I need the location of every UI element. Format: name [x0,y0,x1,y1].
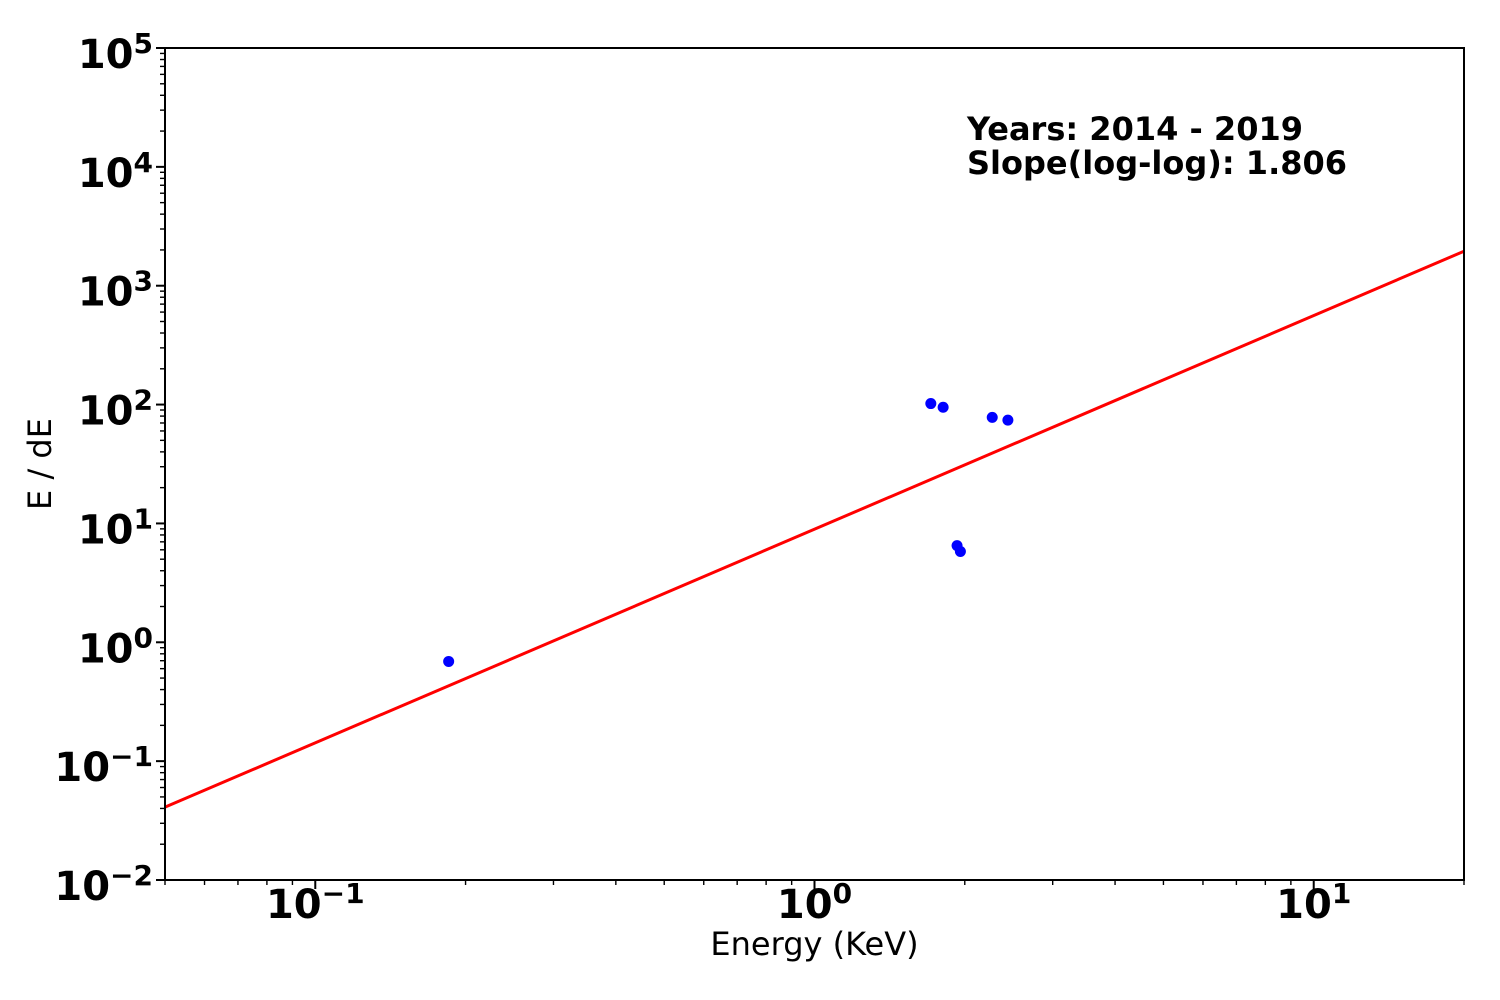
data-point [443,655,455,667]
x-tick-label: 101 [1276,877,1351,928]
y-tick-label: 102 [78,384,153,435]
x-tick-label: 100 [777,877,852,928]
y-tick-label: 105 [78,27,153,78]
data-point [937,401,949,413]
data-point [1002,414,1014,426]
y-tick-label: 10−1 [54,740,153,791]
data-point [986,411,998,423]
y-tick-label: 100 [78,621,153,672]
y-tick-label: 104 [78,146,153,197]
fit-line [164,249,1465,809]
y-tick-label: 103 [78,265,153,316]
y-tick-label: 101 [78,502,153,553]
data-point [954,546,966,558]
y-tick-label: 10−2 [54,859,153,910]
data-point [925,398,937,410]
x-tick-label: 10−1 [266,877,365,928]
annotation-box: Years: 2014 - 2019 Slope(log-log): 1.806 [967,112,1347,180]
plot-frame [164,47,1465,881]
x-axis-label: Energy (KeV) [710,925,919,963]
y-axis-label: E / dE [21,418,59,510]
annotation-slope: Slope(log-log): 1.806 [967,144,1348,182]
annotation-years: Years: 2014 - 2019 [967,110,1303,148]
